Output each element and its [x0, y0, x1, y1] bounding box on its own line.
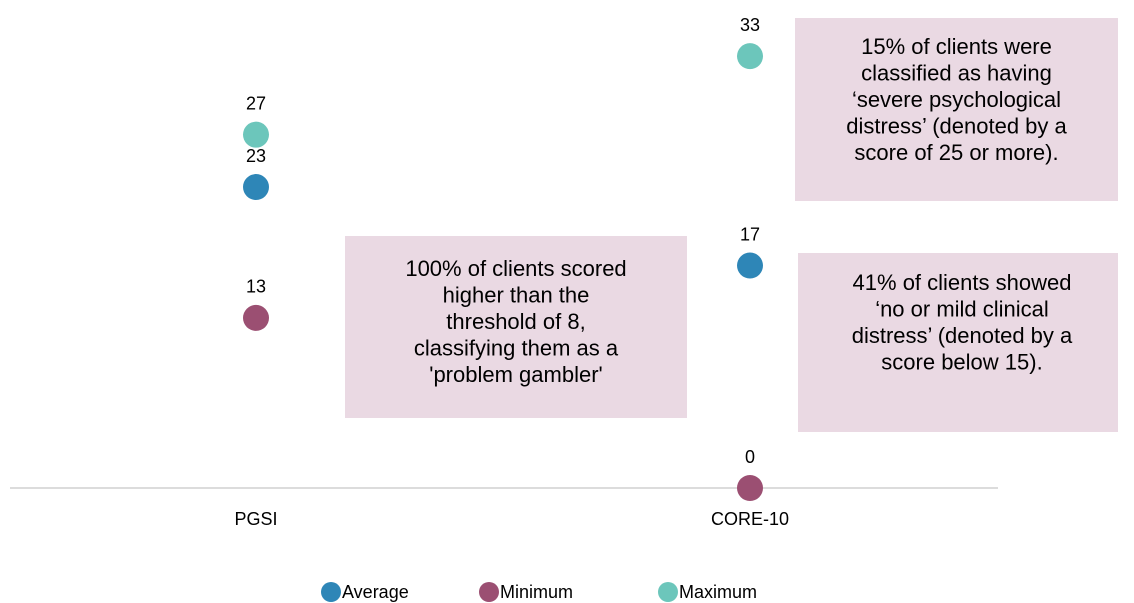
- annotation-text: 'problem gambler': [429, 362, 602, 387]
- data-label: 33: [740, 15, 760, 35]
- legend-marker: [658, 582, 678, 602]
- annotation-text: score of 25 or more).: [854, 140, 1058, 165]
- data-label: 0: [745, 447, 755, 467]
- legend-label: Minimum: [500, 582, 573, 602]
- annotation-text: ‘no or mild clinical: [875, 296, 1049, 321]
- dot: [243, 304, 269, 331]
- dot: [737, 252, 763, 279]
- dot: [243, 121, 269, 148]
- dot: [737, 475, 763, 501]
- dot: [243, 174, 269, 201]
- legend-label: Average: [342, 582, 409, 602]
- annotation-text: 100% of clients scored: [405, 256, 626, 281]
- annotation-text: score below 15).: [881, 349, 1042, 374]
- data-label: 27: [246, 93, 266, 113]
- data-label: 23: [246, 146, 266, 166]
- annotation-text: threshold of 8,: [446, 309, 585, 334]
- legend-label: Maximum: [679, 582, 757, 602]
- dot: [737, 43, 763, 70]
- legend-marker: [321, 582, 341, 602]
- annotation-box: [798, 253, 1118, 432]
- annotation-text: higher than the: [443, 282, 590, 307]
- data-label: 17: [740, 224, 760, 244]
- annotation-text: 41% of clients showed: [853, 270, 1072, 295]
- annotation-text: distress’ (denoted by a: [846, 113, 1067, 138]
- annotation-text: distress’ (denoted by a: [852, 323, 1073, 348]
- x-tick-label: PGSI: [234, 509, 277, 529]
- data-label: 13: [246, 277, 266, 297]
- annotation-text: 15% of clients were: [861, 34, 1052, 59]
- annotation-text: classifying them as a: [414, 335, 619, 360]
- x-tick-label: CORE-10: [711, 509, 789, 529]
- annotation-box: [345, 236, 687, 418]
- legend-marker: [479, 582, 499, 602]
- annotation-text: classified as having: [861, 60, 1052, 85]
- annotation-text: ‘severe psychological: [852, 87, 1061, 112]
- annotation-box: [795, 18, 1118, 201]
